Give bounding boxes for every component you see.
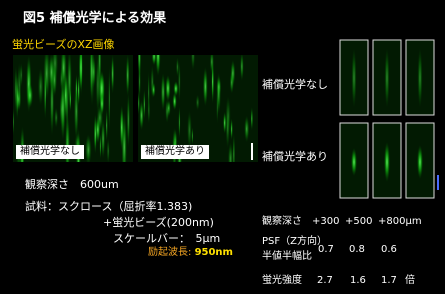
subtitle: 蛍光ビーズのXZ画像 [12,39,115,50]
streak [187,111,192,150]
cell: 1.7 [381,276,397,286]
streak [176,57,179,76]
streak [107,138,110,164]
streak [96,55,101,115]
table-header: +500 [345,217,372,227]
streak [178,106,180,139]
cell: 1.6 [350,276,366,286]
slide: 図5 補償光学による効果 蛍光ビーズのXZ画像 補償光学なし 補償光学あり 補償… [0,0,445,294]
streak [27,83,33,107]
streak [20,63,23,87]
streak [167,100,171,117]
streak [216,77,221,97]
streak [60,93,63,126]
row-label: 半値半幅比 [262,252,312,262]
streak [226,108,230,148]
streak [127,92,130,147]
streak [165,75,170,102]
streak [60,66,64,91]
scale-bar: スケールバー： 5μm [113,233,220,244]
wavelength-label: 励起波長: [148,247,191,258]
streak [48,53,54,91]
streak [418,48,423,108]
cell: 0.6 [381,245,397,255]
streak [85,134,91,165]
streak [138,35,141,80]
streak [152,82,156,97]
streak [70,87,72,112]
streak [231,60,236,87]
streak [173,81,178,96]
row-label: 補償光学あり [262,151,328,162]
streak [230,118,232,140]
streak [108,65,110,132]
image-label: 補償光学あり [141,145,209,159]
table-header: 観察深さ [262,217,302,227]
streak [139,100,143,130]
row-label: 蛍光強度 [262,276,302,286]
streak [351,148,357,176]
title: 図5 補償光学による効果 [23,12,166,25]
streak [385,48,390,108]
streak [54,108,58,128]
table-header: +300 [312,217,339,227]
streak [111,54,114,94]
cell: 2.7 [317,276,333,286]
beads: +蛍光ビーズ(200nm) [103,217,214,228]
streak [191,41,195,71]
cell: 0.7 [318,245,334,255]
streak [352,48,357,108]
unit: 倍 [405,276,415,286]
streak [228,142,233,174]
streak [38,68,44,106]
streak [12,108,14,136]
depth: 観察深さ 600um [25,179,119,190]
streak [203,67,208,106]
streak [417,145,423,179]
streak [106,108,108,142]
streak [211,59,214,103]
streak [16,74,19,120]
streak [74,83,79,140]
streak [384,142,390,182]
streak [79,44,83,92]
wavelength: 励起波長: 950nm [148,248,233,258]
streak [240,52,244,81]
row-label: 補償光学なし [262,79,328,90]
streak [244,116,249,143]
streak [152,47,157,65]
cell: 0.8 [349,245,365,255]
sample: 試料：スクロース（屈折率1.383) [25,201,192,212]
wavelength-value: 950nm [195,247,233,258]
streak [196,94,200,110]
streak [251,107,253,131]
streak [100,133,102,159]
streak [148,97,151,123]
streak [44,67,46,119]
streak [161,73,165,111]
table-header: +800μm [378,217,422,227]
streak [120,105,124,150]
image-label: 補償光学なし [16,145,84,159]
streak [126,54,130,96]
